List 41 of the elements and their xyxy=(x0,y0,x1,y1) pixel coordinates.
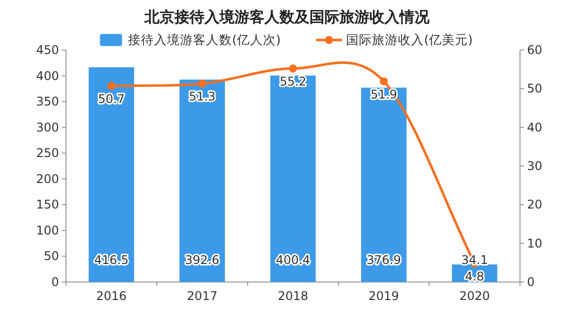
data-label: 55.2 xyxy=(280,74,306,89)
y2-tick-label: 50 xyxy=(527,82,542,96)
bar xyxy=(88,67,134,282)
legend-label: 接待入境游客人数(亿人次) xyxy=(128,32,281,47)
y2-tick-label: 20 xyxy=(527,198,542,212)
data-label: 4.8 xyxy=(465,269,484,284)
y-tick-label: 150 xyxy=(36,198,59,212)
data-label: 50.7 xyxy=(98,92,125,106)
y2-tick-label: 0 xyxy=(527,275,535,289)
x-tick-label: 2017 xyxy=(186,289,218,303)
bar xyxy=(361,88,406,282)
y-tick-label: 250 xyxy=(36,146,59,160)
y-tick-label: 350 xyxy=(36,94,59,109)
y2-tick-label: 60 xyxy=(527,43,542,57)
data-label: 416.5 xyxy=(94,253,129,267)
y-tick-label: 200 xyxy=(36,172,59,186)
y-tick-label: 450 xyxy=(36,43,59,57)
y2-tick-label: 40 xyxy=(527,120,542,134)
bar xyxy=(270,76,316,282)
y-tick-label: 50 xyxy=(44,249,59,264)
data-label: 400.4 xyxy=(276,253,310,267)
y-tick-label: 0 xyxy=(51,275,59,289)
legend-label: 国际旅游收入(亿美元) xyxy=(346,32,473,47)
y2-tick-label: 30 xyxy=(527,159,542,173)
x-tick-label: 2020 xyxy=(459,289,490,303)
point xyxy=(380,77,388,86)
y-tick-label: 300 xyxy=(36,120,59,134)
y-tick-label: 100 xyxy=(36,223,59,238)
data-label: 392.6 xyxy=(185,253,220,267)
x-tick-label: 2018 xyxy=(278,289,308,303)
point xyxy=(107,82,116,90)
point xyxy=(198,80,206,88)
data-label: 376.9 xyxy=(366,253,401,267)
y-tick-label: 400 xyxy=(36,68,59,83)
y2-tick-label: 10 xyxy=(527,236,542,250)
bar xyxy=(180,80,225,282)
x-tick-label: 2016 xyxy=(96,289,127,303)
chart-title: 北京接待入境游客人数及国际旅游收入情况 xyxy=(144,8,430,26)
data-label: 51.3 xyxy=(188,90,216,104)
x-tick-label: 2019 xyxy=(368,289,400,303)
point xyxy=(289,64,297,73)
